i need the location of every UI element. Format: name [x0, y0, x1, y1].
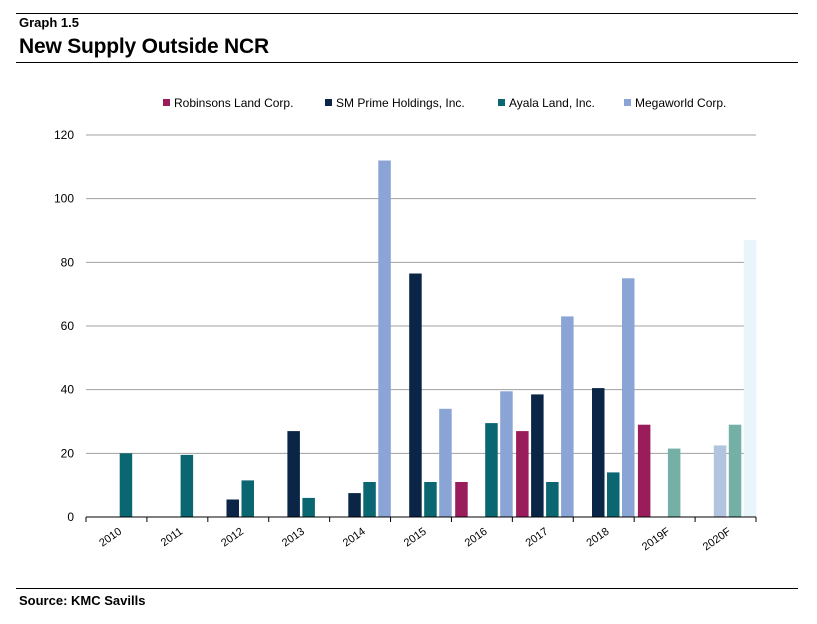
bar [728, 424, 742, 517]
legend-label: SM Prime Holdings, Inc. [336, 96, 465, 110]
bar [500, 391, 513, 517]
legend-swatch [498, 99, 505, 106]
chart-title: New Supply Outside NCR [19, 35, 269, 58]
bar [713, 445, 727, 517]
chart-legend: Robinsons Land Corp. SM Prime Holdings, I… [163, 96, 726, 110]
y-tick-label: 60 [61, 319, 75, 333]
legend-label: Ayala Land, Inc. [509, 96, 595, 110]
x-tick-label: 2020F [701, 525, 734, 553]
x-tick-label: 2018 [585, 526, 612, 550]
legend-swatch [624, 99, 631, 106]
bar [592, 388, 605, 517]
bar [485, 423, 498, 517]
bar [226, 499, 239, 517]
legend-label: Robinsons Land Corp. [174, 96, 293, 110]
bar-chart: Robinsons Land Corp. SM Prime Holdings, I… [54, 96, 757, 553]
bar [409, 273, 422, 517]
x-tick-label: 2015 [402, 526, 429, 550]
legend-swatch [325, 99, 332, 106]
bar [516, 431, 529, 517]
bar [743, 240, 757, 517]
legend-label: Megaworld Corp. [635, 96, 726, 110]
x-axis [85, 516, 757, 522]
x-tick-label: 2014 [341, 526, 368, 550]
bar [180, 454, 194, 517]
bar [531, 394, 544, 517]
y-tick-label: 0 [67, 510, 74, 524]
y-tick-label: 20 [61, 446, 75, 460]
graph-label: Graph 1.5 [19, 15, 79, 30]
bar [439, 408, 452, 517]
bars [119, 160, 757, 518]
x-tick-label: 2012 [219, 526, 246, 550]
legend-swatch [163, 99, 170, 106]
x-tick-label: 2013 [280, 526, 307, 550]
bar [546, 482, 559, 517]
x-tick-label: 2016 [463, 526, 490, 550]
footer-rule [16, 588, 798, 589]
bar [637, 424, 651, 517]
bar [348, 493, 361, 517]
top-rule [16, 13, 798, 14]
bar [119, 453, 133, 517]
x-tick-label: 2011 [159, 526, 185, 549]
bar [302, 497, 315, 517]
x-tick-label: 2010 [97, 526, 124, 550]
bar [241, 480, 254, 517]
bar [561, 316, 574, 517]
bar [287, 431, 300, 517]
y-axis-ticks: 0 20 40 60 80 100 120 [54, 128, 74, 524]
bar [607, 472, 620, 517]
y-tick-label: 80 [61, 255, 75, 269]
bar [378, 160, 391, 517]
y-tick-label: 40 [61, 383, 75, 397]
y-tick-label: 120 [54, 128, 74, 142]
x-tick-label: 2017 [524, 526, 551, 550]
bar [667, 448, 681, 517]
x-tick-label: 2019F [640, 525, 673, 553]
bar [424, 482, 437, 517]
x-axis-ticks: 2010 2011 2012 2013 2014 2015 2016 2017 2018 2019… [97, 525, 733, 553]
source-note: Source: KMC Savills [19, 593, 146, 608]
title-rule [16, 62, 798, 63]
bar [455, 482, 468, 517]
y-tick-label: 100 [54, 192, 74, 206]
bar [363, 482, 376, 517]
bar [622, 278, 635, 518]
